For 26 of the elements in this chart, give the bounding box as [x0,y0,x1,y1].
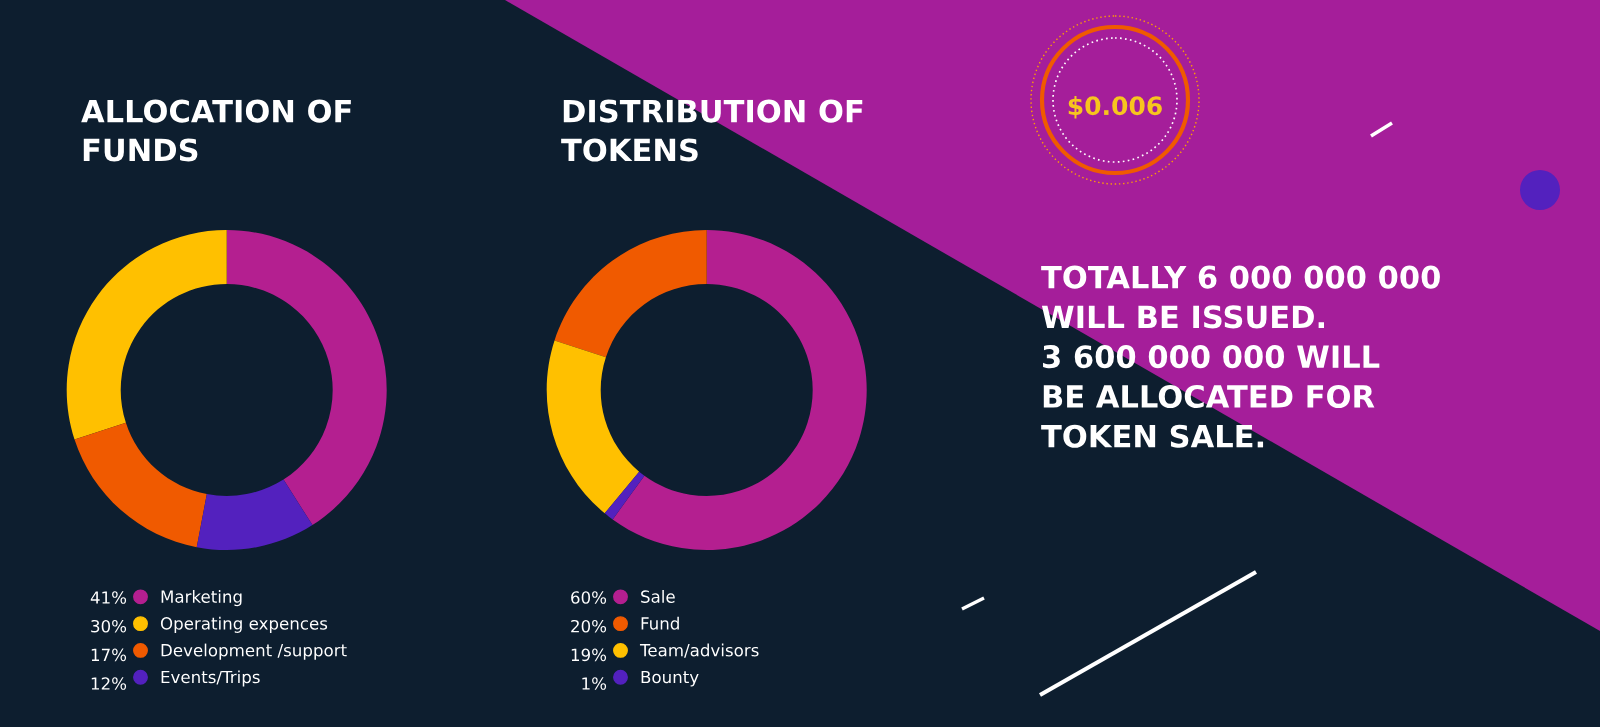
legend-label: Events/Trips [161,670,260,687]
legend-label: Development /support [161,643,347,660]
data-label: 20% [571,619,607,633]
legend-label: Bounty [641,670,699,687]
chart-title: ALLOCATION OF FUNDS [81,99,351,162]
legend-label: Marketing [161,590,242,607]
data-label: 41% [90,591,127,604]
donut-slice [74,422,207,548]
legend-label: Fund [641,616,679,630]
legend-label: Operating expences [160,616,328,633]
legend-label: Team/advisors [639,643,759,658]
data-label: 17% [91,648,127,662]
legend-label: Sale [641,590,675,603]
donut-slice [196,479,313,550]
donut-slice [604,471,645,520]
data-label: 19% [571,648,607,662]
data-label: 60% [571,591,607,604]
data-label: 30% [91,619,127,633]
data-label: 12% [91,677,127,690]
donut-slice [546,340,640,514]
text: $0.006 [1068,95,1162,119]
donut-slice [554,230,707,358]
donut-slice [226,230,387,526]
donut-slice [612,230,867,550]
data-label: 1% [582,677,607,690]
donut-slice [66,230,227,440]
